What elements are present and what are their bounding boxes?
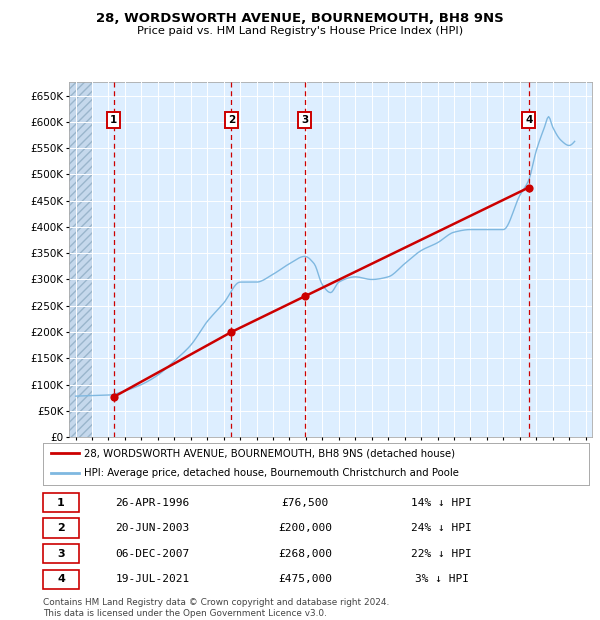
Point: [227, 327, 236, 337]
Text: 28, WORDSWORTH AVENUE, BOURNEMOUTH, BH8 9NS: 28, WORDSWORTH AVENUE, BOURNEMOUTH, BH8 …: [96, 12, 504, 25]
Text: £200,000: £200,000: [278, 523, 332, 533]
Text: 3: 3: [301, 115, 308, 125]
Text: Price paid vs. HM Land Registry's House Price Index (HPI): Price paid vs. HM Land Registry's House …: [137, 26, 463, 36]
Text: 4: 4: [57, 574, 65, 584]
Text: HPI: Average price, detached house, Bournemouth Christchurch and Poole: HPI: Average price, detached house, Bour…: [84, 468, 459, 478]
Text: 1: 1: [57, 498, 65, 508]
Text: 14% ↓ HPI: 14% ↓ HPI: [412, 498, 472, 508]
Text: 24% ↓ HPI: 24% ↓ HPI: [412, 523, 472, 533]
Text: 3: 3: [57, 549, 65, 559]
Bar: [69, 82, 92, 437]
Text: 22% ↓ HPI: 22% ↓ HPI: [412, 549, 472, 559]
Text: Contains HM Land Registry data © Crown copyright and database right 2024.
This d: Contains HM Land Registry data © Crown c…: [43, 598, 389, 618]
Text: 28, WORDSWORTH AVENUE, BOURNEMOUTH, BH8 9NS (detached house): 28, WORDSWORTH AVENUE, BOURNEMOUTH, BH8 …: [84, 448, 455, 458]
Text: 4: 4: [525, 115, 532, 125]
Text: 20-JUN-2003: 20-JUN-2003: [115, 523, 190, 533]
FancyBboxPatch shape: [43, 570, 79, 589]
Text: 2: 2: [57, 523, 65, 533]
Text: £268,000: £268,000: [278, 549, 332, 559]
Text: 19-JUL-2021: 19-JUL-2021: [115, 574, 190, 584]
Point: [524, 182, 533, 192]
Text: £475,000: £475,000: [278, 574, 332, 584]
Text: 3% ↓ HPI: 3% ↓ HPI: [415, 574, 469, 584]
Point: [109, 392, 119, 402]
Text: £76,500: £76,500: [281, 498, 329, 508]
FancyBboxPatch shape: [43, 518, 79, 538]
Text: 1: 1: [110, 115, 118, 125]
Point: [300, 291, 310, 301]
Text: 2: 2: [228, 115, 235, 125]
FancyBboxPatch shape: [43, 493, 79, 512]
FancyBboxPatch shape: [43, 544, 79, 564]
Text: 06-DEC-2007: 06-DEC-2007: [115, 549, 190, 559]
Text: 26-APR-1996: 26-APR-1996: [115, 498, 190, 508]
